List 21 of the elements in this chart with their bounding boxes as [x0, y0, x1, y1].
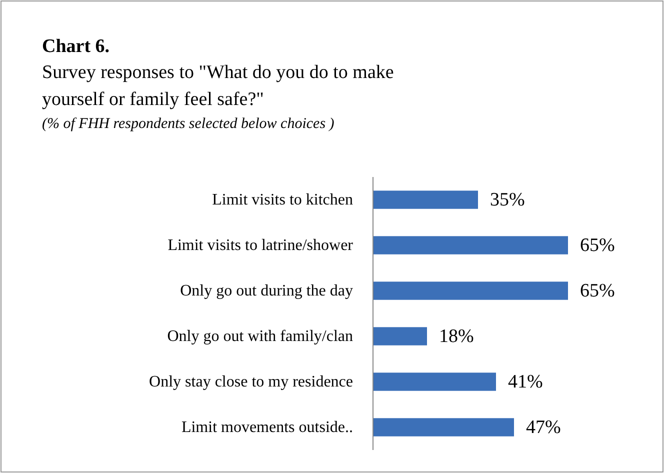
data-label: 41% [508, 371, 543, 392]
bar [373, 282, 568, 300]
bar [373, 372, 496, 391]
y-tick-label: Only go out during the day [180, 282, 353, 300]
y-tick-label: Limit visits to kitchen [212, 191, 353, 208]
data-label: 47% [526, 416, 561, 438]
data-label: 18% [439, 326, 474, 347]
bar [373, 418, 514, 436]
bar [373, 327, 427, 346]
text: Chart 6. [42, 36, 110, 57]
bar [373, 236, 568, 254]
text: (% of FHH respondents selected below choices ) [42, 116, 334, 132]
y-tick-label: Limit visits to latrine/shower [168, 236, 354, 254]
y-tick-label: Only stay close to my residence [149, 373, 353, 390]
text: Survey responses to "What do you do to make yourself or family feel safe?" [42, 62, 394, 110]
data-label: 35% [490, 189, 525, 210]
data-label: 65% [580, 234, 615, 256]
data-label: 65% [580, 280, 615, 302]
bar [373, 190, 478, 209]
y-tick-label: Only go out with family/clan [167, 328, 353, 345]
y-tick-label: Limit movements outside.. [181, 418, 353, 436]
